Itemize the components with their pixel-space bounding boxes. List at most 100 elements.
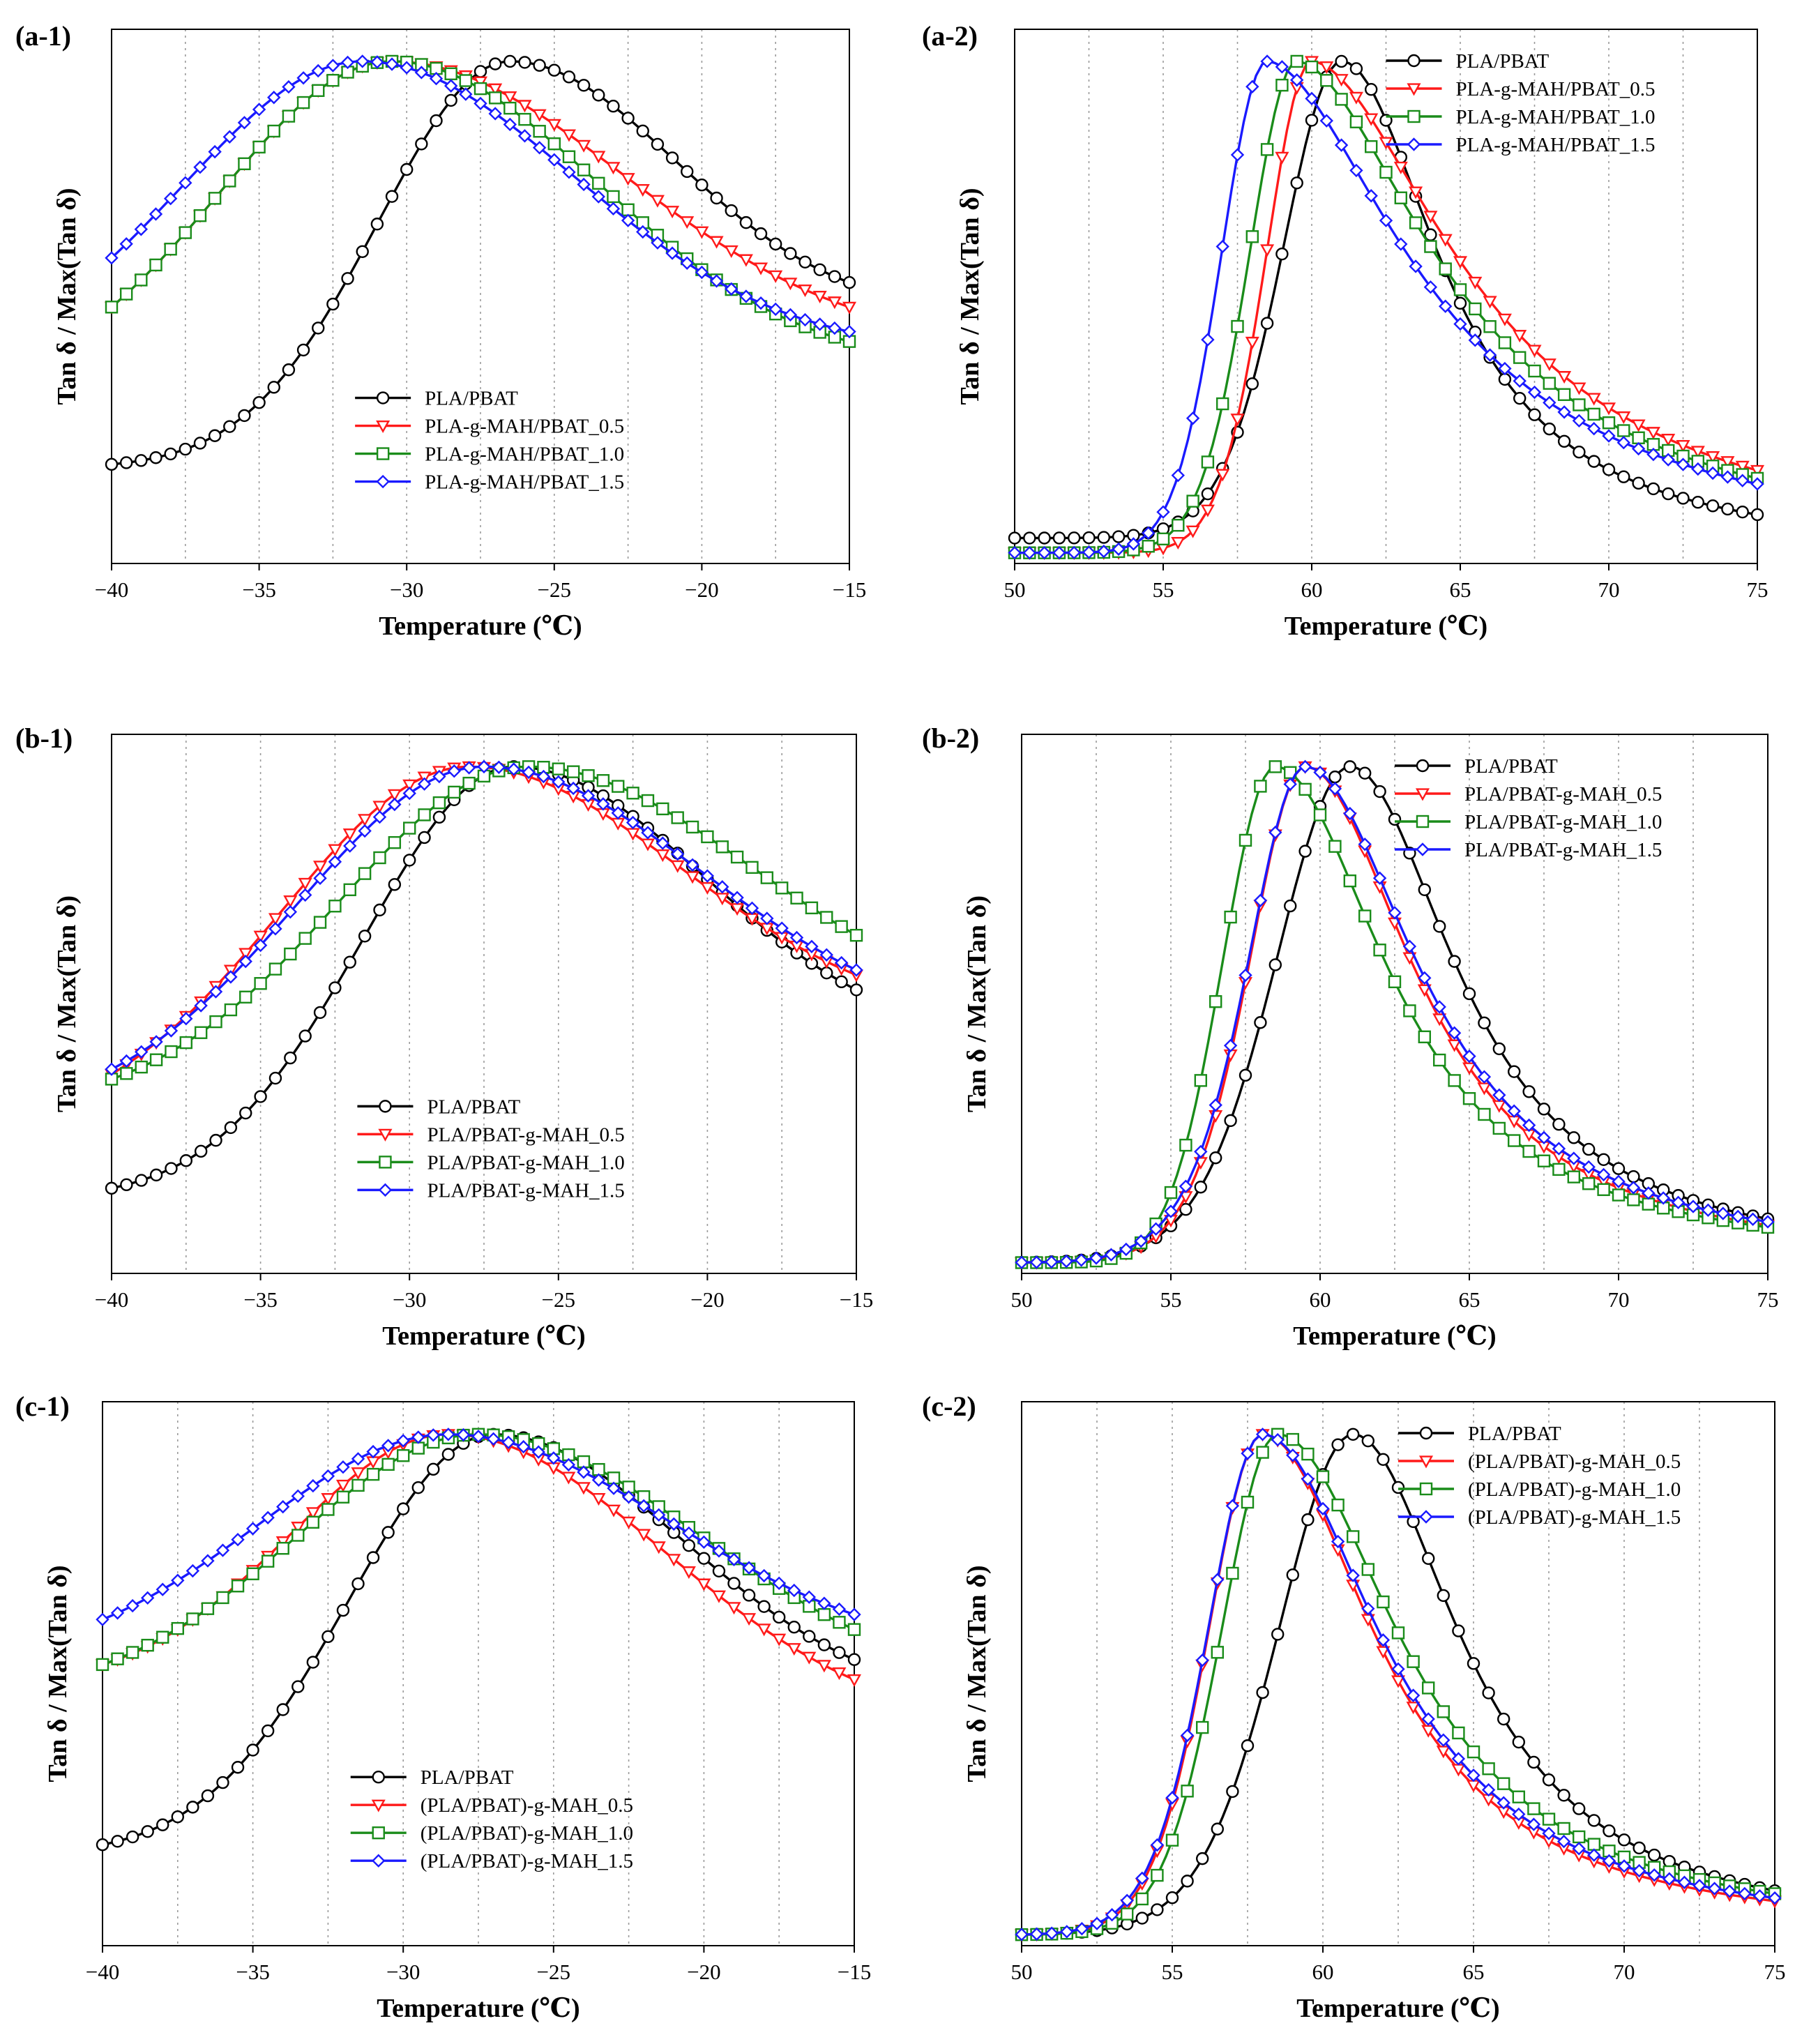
- data-point-marker: [637, 1529, 651, 1542]
- data-point-marker: [562, 150, 576, 163]
- data-point-marker: [606, 162, 621, 175]
- data-point-marker: [1617, 1859, 1631, 1873]
- data-point-marker: [681, 165, 694, 179]
- x-axis-title: Temperature (℃): [1285, 612, 1487, 641]
- data-point-marker: [1646, 447, 1660, 462]
- data-point-marker: [216, 1776, 229, 1789]
- data-point-marker: [760, 871, 774, 884]
- data-point-marker: [1452, 1624, 1465, 1637]
- data-point-marker: [582, 769, 595, 782]
- legend-entry: PLA-g-MAH/PBAT_1.5: [1456, 134, 1656, 156]
- data-point-marker: [1409, 259, 1423, 273]
- data-point-marker: [1552, 1142, 1566, 1156]
- data-point-marker: [135, 1045, 149, 1059]
- series-4: [105, 54, 856, 339]
- data-point-marker: [171, 1621, 185, 1635]
- data-point-marker: [757, 1600, 771, 1613]
- data-point-marker: [1407, 83, 1421, 96]
- data-point-marker: [1256, 1446, 1269, 1459]
- data-point-marker: [611, 806, 625, 820]
- data-point-marker: [742, 1613, 757, 1626]
- data-point-marker: [1241, 1739, 1255, 1752]
- data-point-marker: [820, 911, 833, 924]
- data-point-marker: [1542, 1826, 1556, 1840]
- data-point-marker: [1418, 1455, 1434, 1469]
- data-point-marker: [135, 273, 148, 287]
- data-point-marker: [607, 99, 620, 113]
- data-point-marker: [141, 1638, 154, 1652]
- data-point-marker: [1089, 1251, 1103, 1265]
- data-point-marker: [1343, 760, 1357, 773]
- data-point-marker: [1328, 840, 1342, 853]
- data-point-marker: [1256, 1686, 1269, 1699]
- data-point-marker: [501, 1435, 515, 1450]
- data-point-marker: [1037, 545, 1052, 560]
- data-point-marker: [1346, 1568, 1360, 1582]
- data-point-marker: [477, 759, 491, 774]
- data-point-marker: [1527, 1755, 1540, 1769]
- data-point-marker: [1290, 54, 1303, 68]
- data-point-marker: [1328, 770, 1342, 784]
- data-point-marker: [313, 861, 328, 874]
- data-point-marker: [1537, 1103, 1551, 1116]
- y-axis-title: Tan δ / Max(Tan δ): [52, 188, 82, 404]
- x-axis-title: Temperature (℃): [1293, 1322, 1496, 1351]
- data-point-marker: [474, 96, 487, 111]
- data-point-marker: [1349, 163, 1363, 178]
- data-point-marker: [1120, 1907, 1134, 1921]
- data-point-marker: [532, 109, 547, 122]
- data-point-marker: [787, 1643, 801, 1656]
- data-point-marker: [1735, 460, 1750, 474]
- data-point-marker: [1331, 1498, 1345, 1512]
- data-point-marker: [1186, 525, 1200, 538]
- data-point-marker: [1349, 91, 1363, 105]
- plot-frame: [111, 29, 850, 564]
- data-point-marker: [1582, 1142, 1596, 1156]
- data-point-marker: [1692, 1879, 1706, 1893]
- data-point-marker: [1097, 544, 1111, 559]
- data-point-marker: [1527, 345, 1542, 358]
- data-point-marker: [1451, 1752, 1466, 1766]
- data-point-marker: [621, 173, 635, 186]
- data-point-marker: [358, 867, 372, 880]
- data-point-marker: [261, 1724, 275, 1738]
- data-point-marker: [1572, 414, 1586, 428]
- data-point-marker: [388, 797, 402, 812]
- data-point-marker: [656, 849, 670, 863]
- data-point-marker: [547, 153, 561, 167]
- data-point-marker: [768, 302, 782, 317]
- data-point-marker: [1602, 429, 1616, 443]
- x-tick-label: 65: [1450, 577, 1471, 602]
- data-point-marker: [611, 817, 626, 831]
- data-point-marker: [1557, 371, 1572, 384]
- data-point-marker: [1432, 1000, 1446, 1014]
- panel-c-2: (c-2) 50 55 60 65 70 75 Temperature (℃) Tan δ / …: [922, 1391, 1786, 2023]
- data-point-marker: [193, 160, 207, 174]
- data-point-marker: [223, 420, 236, 433]
- data-point-marker: [536, 769, 551, 784]
- data-point-marker: [474, 65, 487, 78]
- data-point-marker: [577, 139, 591, 153]
- data-point-marker: [224, 970, 238, 984]
- data-point-marker: [1260, 244, 1275, 257]
- data-point-marker: [328, 900, 342, 913]
- data-point-marker: [1522, 1085, 1536, 1098]
- data-point-marker: [149, 451, 162, 464]
- series-1: [1015, 760, 1775, 1269]
- data-point-marker: [790, 891, 803, 904]
- x-tick-label: 75: [1764, 1960, 1786, 1984]
- data-point-marker: [817, 1638, 831, 1651]
- data-point-marker: [1407, 1655, 1420, 1668]
- data-point-marker: [503, 91, 517, 105]
- data-point-marker: [403, 854, 416, 867]
- data-point-marker: [1627, 1169, 1640, 1183]
- data-point-marker: [665, 151, 679, 165]
- data-point-marker: [842, 275, 856, 289]
- data-point-marker: [626, 787, 639, 800]
- data-point-marker: [1181, 1785, 1194, 1798]
- data-point-marker: [1527, 1817, 1541, 1831]
- data-point-marker: [1567, 1131, 1581, 1144]
- data-point-marker: [126, 1830, 139, 1844]
- data-point-marker: [1557, 1789, 1570, 1802]
